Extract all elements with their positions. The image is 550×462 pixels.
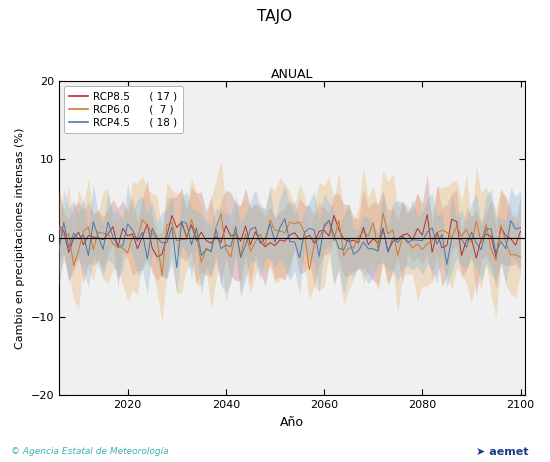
Y-axis label: Cambio en precipitaciones intensas (%): Cambio en precipitaciones intensas (%) (15, 128, 25, 349)
Legend: RCP8.5      ( 17 ), RCP6.0      (  7 ), RCP4.5      ( 18 ): RCP8.5 ( 17 ), RCP6.0 ( 7 ), RCP4.5 ( 18… (64, 86, 183, 133)
X-axis label: Año: Año (280, 415, 304, 429)
Text: ➤ aemet: ➤ aemet (476, 446, 528, 456)
Text: TAJO: TAJO (257, 9, 293, 24)
Title: ANUAL: ANUAL (271, 68, 313, 81)
Text: © Agencia Estatal de Meteorología: © Agencia Estatal de Meteorología (11, 448, 169, 456)
